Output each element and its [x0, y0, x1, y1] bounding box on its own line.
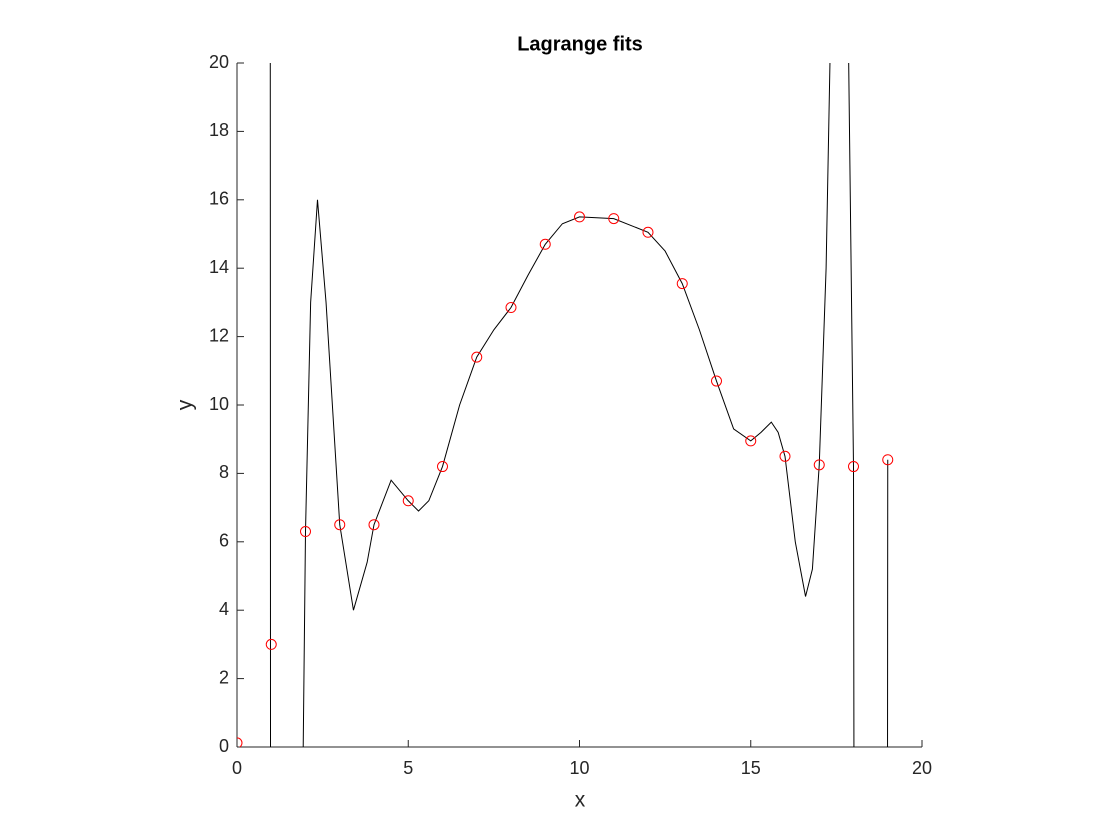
y-tick-label: 0	[219, 736, 229, 756]
y-tick-label: 6	[219, 531, 229, 551]
data-point	[882, 454, 894, 466]
x-tick-label: 5	[403, 758, 413, 778]
x-tick-label: 10	[569, 758, 589, 778]
data-point	[779, 450, 791, 462]
x-tick-label: 15	[741, 758, 761, 778]
y-tick-label: 12	[209, 325, 229, 345]
data-point	[676, 278, 688, 290]
data-point	[471, 351, 483, 363]
y-tick-label: 16	[209, 189, 229, 209]
data-point	[608, 213, 620, 225]
x-axis-label: x	[575, 789, 586, 812]
y-tick-label: 10	[209, 394, 229, 414]
data-point	[437, 461, 448, 473]
data-point	[237, 737, 243, 747]
data-point	[334, 519, 346, 531]
data-point	[745, 435, 757, 447]
data-point	[539, 238, 551, 250]
y-axis-label: y	[174, 399, 197, 410]
data-point	[711, 375, 722, 387]
data-point	[642, 226, 654, 238]
fit-line	[269, 63, 889, 747]
y-tick-label: 14	[209, 257, 229, 277]
data-point	[813, 459, 825, 471]
y-tick-label: 2	[219, 667, 229, 687]
data-point	[574, 211, 585, 223]
y-tick-label: 18	[209, 120, 229, 140]
data-point	[265, 638, 277, 650]
data-point	[848, 461, 859, 473]
data-point	[402, 495, 414, 507]
data-point	[300, 526, 311, 538]
chart-title: Lagrange fits	[517, 33, 643, 55]
data-point	[368, 519, 380, 531]
x-tick-label: 0	[232, 758, 242, 778]
y-tick-label: 4	[219, 599, 229, 619]
data-point	[505, 302, 517, 314]
y-tick-label: 8	[219, 462, 229, 482]
y-tick-label: 20	[209, 52, 229, 72]
x-tick-label: 20	[912, 758, 932, 778]
plot-area	[237, 63, 894, 747]
